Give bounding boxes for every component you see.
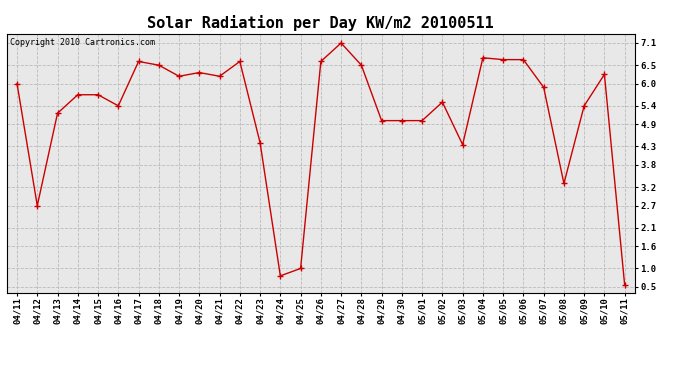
Title: Solar Radiation per Day KW/m2 20100511: Solar Radiation per Day KW/m2 20100511 <box>148 15 494 31</box>
Text: Copyright 2010 Cartronics.com: Copyright 2010 Cartronics.com <box>10 38 155 46</box>
